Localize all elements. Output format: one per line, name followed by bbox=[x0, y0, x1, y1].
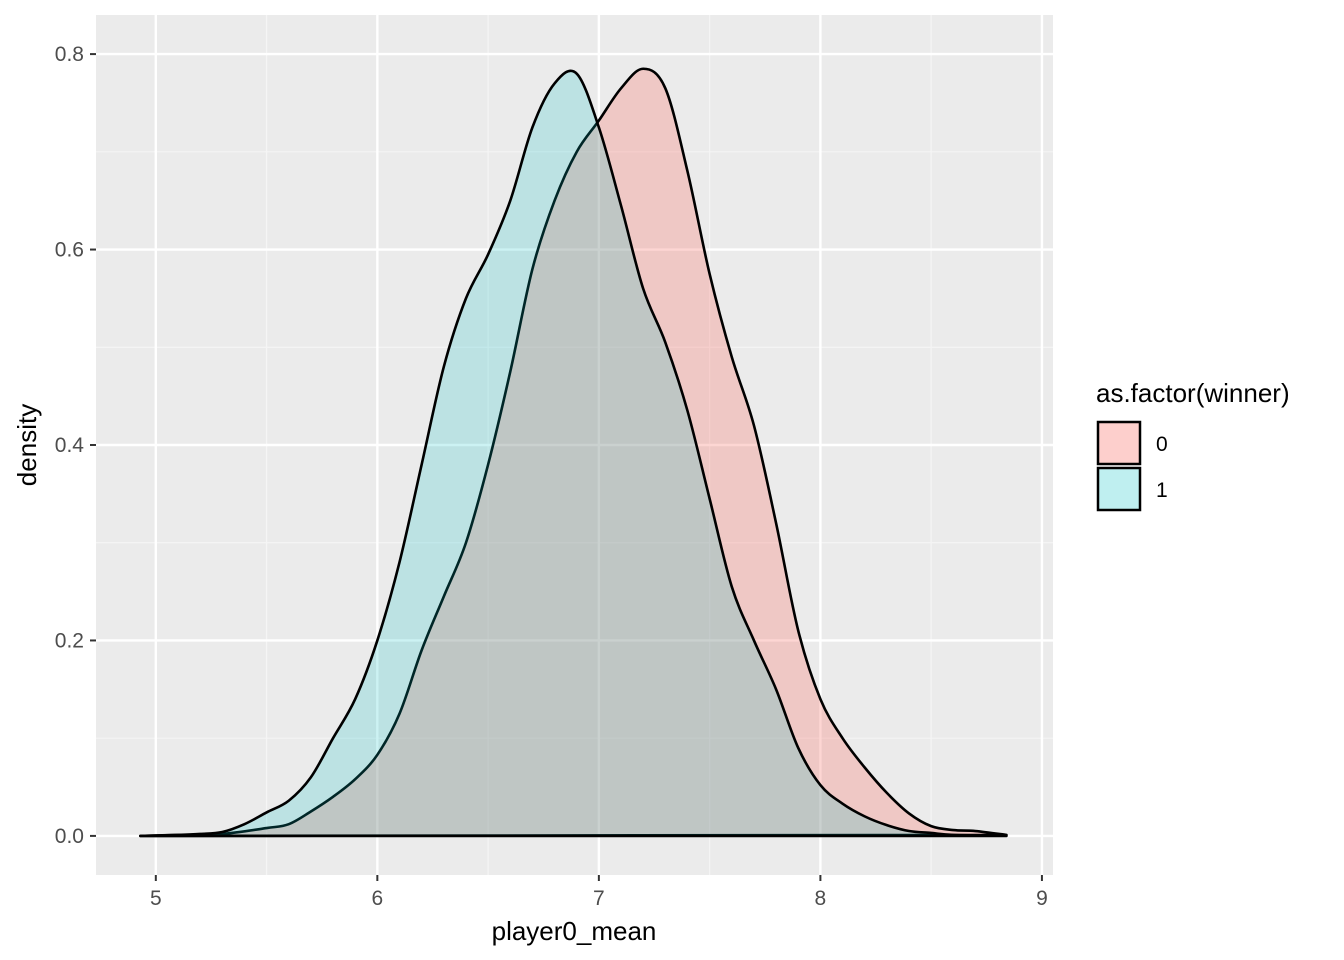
x-axis: 5 6 7 8 9 bbox=[150, 875, 1048, 910]
x-tick-label: 5 bbox=[150, 887, 162, 910]
legend-label-1: 1 bbox=[1156, 479, 1168, 502]
legend-title: as.factor(winner) bbox=[1096, 378, 1290, 408]
x-tick-label: 8 bbox=[815, 887, 827, 910]
legend: as.factor(winner) 0 1 bbox=[1096, 378, 1290, 512]
x-axis-title: player0_mean bbox=[492, 916, 657, 946]
y-axis: 0.0 0.2 0.4 0.6 0.8 bbox=[55, 43, 96, 848]
density-area-1 bbox=[139, 69, 1008, 838]
legend-key-1 bbox=[1096, 466, 1142, 512]
y-tick-label: 0.8 bbox=[55, 43, 84, 66]
density-areas bbox=[139, 67, 1008, 838]
x-tick-label: 7 bbox=[593, 887, 605, 910]
legend-key-0 bbox=[1096, 420, 1142, 466]
y-tick-label: 0.4 bbox=[55, 434, 85, 457]
density-area-0 bbox=[139, 67, 1008, 838]
y-tick-label: 0.6 bbox=[55, 239, 84, 262]
y-tick-label: 0.0 bbox=[55, 825, 84, 848]
x-tick-label: 9 bbox=[1036, 887, 1048, 910]
x-tick-label: 6 bbox=[371, 887, 383, 910]
y-axis-title: density bbox=[12, 404, 42, 486]
legend-label-0: 0 bbox=[1156, 433, 1168, 456]
y-tick-label: 0.2 bbox=[55, 629, 84, 652]
